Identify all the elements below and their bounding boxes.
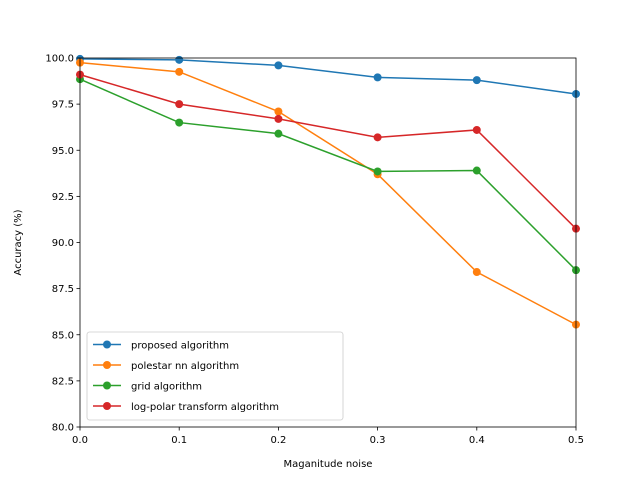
data-point — [175, 67, 184, 76]
legend-marker — [103, 402, 111, 410]
data-point — [175, 100, 184, 109]
data-point — [175, 118, 184, 127]
y-tick-label: 92.5 — [52, 192, 74, 203]
x-tick-label: 0.0 — [72, 435, 88, 446]
x-tick-label: 0.3 — [370, 435, 386, 446]
legend-label: polestar nn algorithm — [131, 361, 239, 372]
data-point — [274, 61, 283, 70]
y-tick-label: 87.5 — [52, 284, 74, 295]
legend-box — [86, 331, 344, 421]
data-point — [274, 129, 283, 138]
data-point — [472, 76, 481, 85]
data-point — [373, 167, 382, 176]
y-tick-label: 82.5 — [52, 376, 74, 387]
x-tick-label: 0.1 — [171, 435, 187, 446]
legend-marker — [103, 381, 111, 390]
y-tick-label: 95.0 — [52, 146, 74, 157]
series-3 — [76, 70, 580, 233]
plot-area: 0.0 0.1 0.2 0.3 0.4 0.5 80.0 82.5 85.0 87.5 90.0 9… — [45, 54, 584, 447]
data-point — [373, 73, 382, 82]
x-axis-label: Maganitude noise — [284, 459, 373, 470]
legend-item: log-polar transform algorithm — [93, 402, 279, 413]
x-tick-label: 0.4 — [469, 435, 485, 446]
legend-item: grid algorithm — [93, 381, 202, 393]
data-point — [274, 107, 283, 116]
legend-label: proposed algorithm — [131, 341, 229, 352]
legend-label: log-polar transform algorithm — [131, 402, 279, 413]
y-axis-label: Accuracy (%) — [13, 209, 24, 275]
series-line — [79, 58, 577, 95]
data-point — [472, 166, 481, 175]
y-tick-label: 100.0 — [45, 54, 74, 65]
data-point — [373, 133, 382, 142]
data-point — [274, 114, 283, 123]
x-tick-label: 0.2 — [270, 435, 286, 446]
y-tick-label: 80.0 — [52, 423, 74, 434]
data-point — [472, 268, 481, 277]
y-tick-label: 90.0 — [52, 238, 74, 249]
legend: proposed algorithm polestar nn algorithm g… — [86, 331, 344, 421]
legend-item: polestar nn algorithm — [93, 361, 239, 372]
legend-label: grid algorithm — [131, 382, 202, 393]
series-line — [79, 73, 577, 230]
data-point — [472, 125, 481, 134]
x-tick-label: 0.5 — [568, 435, 584, 446]
y-axis-ticks: 80.0 82.5 85.0 87.5 90.0 92.5 95.0 97.5 100.0 — [45, 54, 80, 434]
y-tick-label: 97.5 — [52, 100, 74, 111]
y-tick-label: 85.0 — [52, 330, 74, 341]
legend-marker — [103, 361, 111, 369]
legend-item: proposed algorithm — [93, 340, 229, 352]
series-1 — [76, 58, 580, 329]
x-axis-ticks: 0.0 0.1 0.2 0.3 0.4 0.5 — [72, 427, 584, 446]
legend-marker — [103, 340, 111, 349]
series-line — [79, 61, 577, 326]
data-point — [175, 55, 184, 64]
series-line — [79, 78, 577, 271]
